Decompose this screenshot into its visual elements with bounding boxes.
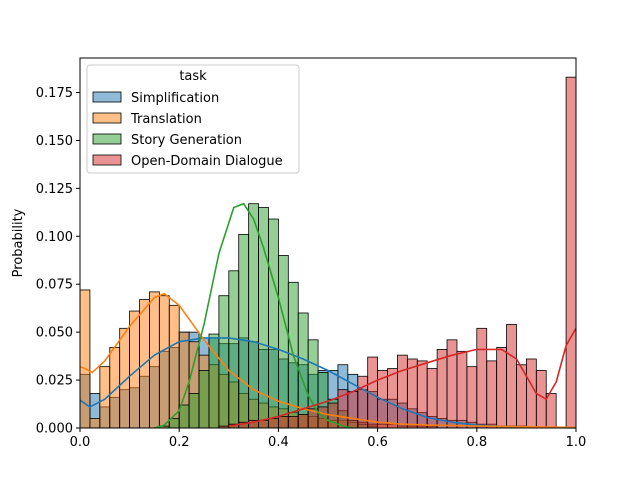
bar-translation [99, 366, 111, 429]
y-tick-label: 0.100 [36, 230, 73, 245]
legend-label-story-generation: Story Generation [131, 133, 242, 148]
bar-translation [79, 289, 91, 429]
histogram-bars [79, 76, 577, 429]
x-tick-label: 0.6 [367, 435, 388, 450]
bar-open-domain-dialogue [347, 391, 359, 429]
bar-story-generation [198, 370, 210, 429]
x-axis: 0.0 0.2 0.4 0.6 0.8 1.0 [70, 428, 587, 450]
plot-frame [79, 57, 577, 429]
bar-open-domain-dialogue [476, 327, 488, 429]
bar-open-domain-dialogue [397, 354, 408, 429]
legend-label-simplification: Simplification [131, 91, 219, 106]
y-tick-label: 0.075 [36, 278, 73, 293]
bar-story-generation [238, 233, 250, 429]
y-tick-label: 0.175 [36, 86, 73, 101]
legend-entry-open-domain-dialogue: Open-Domain Dialogue [92, 154, 283, 169]
bar-open-domain-dialogue [277, 416, 289, 429]
bar-open-domain-dialogue [416, 360, 428, 429]
legend-swatch-open-domain-dialogue [92, 154, 122, 166]
x-tick-label: 0.8 [466, 435, 487, 450]
y-tick-label: 0.150 [36, 134, 73, 149]
bar-open-domain-dialogue [565, 76, 577, 429]
y-axis-label: Probability [11, 208, 26, 277]
legend-box [86, 64, 300, 174]
bar-translation [89, 418, 101, 429]
y-axis: 0.000 0.025 0.050 0.075 0.100 0.125 0.150 0.175 [36, 86, 80, 437]
legend-label-open-domain-dialogue: Open-Domain Dialogue [131, 154, 283, 169]
legend-entry-simplification: Simplification [92, 91, 219, 106]
legend-label-translation: Translation [130, 112, 202, 127]
bar-story-generation [188, 393, 200, 429]
kde-line-story-generation [154, 202, 353, 429]
bar-translation [149, 291, 160, 429]
bar-open-domain-dialogue [268, 418, 279, 429]
bar-open-domain-dialogue [526, 358, 537, 429]
bar-translation [168, 304, 180, 429]
bar-story-generation [228, 270, 240, 429]
bar-open-domain-dialogue [496, 347, 507, 429]
bar-story-generation [218, 295, 230, 429]
bar-open-domain-dialogue [287, 416, 299, 429]
bar-open-domain-dialogue [506, 324, 517, 429]
bar-open-domain-dialogue [387, 368, 398, 429]
kde-curves [79, 202, 577, 429]
kde-line-open-domain-dialogue [228, 327, 577, 427]
legend-entry-story-generation: Story Generation [92, 133, 242, 148]
bar-translation [158, 295, 170, 429]
bar-open-domain-dialogue [406, 358, 418, 429]
legend-swatch-simplification [92, 91, 122, 103]
y-tick-label: 0.025 [36, 374, 73, 389]
y-tick-label: 0.125 [36, 182, 73, 197]
bar-open-domain-dialogue [456, 350, 468, 429]
bar-open-domain-dialogue [466, 366, 478, 429]
bar-open-domain-dialogue [545, 393, 557, 429]
x-tick-label: 0.4 [268, 435, 289, 450]
legend: task Simplification Translation Story Ge… [86, 64, 300, 174]
legend-swatch-translation [92, 112, 122, 124]
legend-title: task [179, 69, 207, 84]
bar-open-domain-dialogue [486, 360, 498, 429]
bar-open-domain-dialogue [436, 348, 448, 429]
x-tick-label: 1.0 [566, 435, 587, 450]
bar-open-domain-dialogue [446, 339, 458, 429]
bar-story-generation [248, 203, 259, 429]
legend-entry-translation: Translation [92, 112, 202, 127]
bar-open-domain-dialogue [297, 414, 309, 429]
x-tick-label: 0.0 [70, 435, 91, 450]
y-tick-label: 0.050 [36, 326, 73, 341]
kde-line-simplification [79, 337, 577, 429]
legend-swatch-story-generation [92, 133, 122, 145]
kde-line-translation [79, 292, 577, 429]
x-tick-label: 0.2 [169, 435, 190, 450]
y-tick-label: 0.000 [36, 422, 73, 437]
